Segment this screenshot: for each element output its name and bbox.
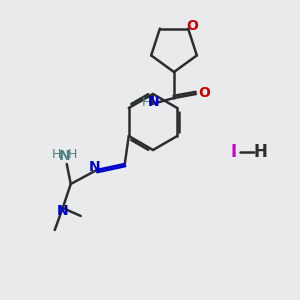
- Text: H: H: [68, 148, 77, 160]
- Text: O: O: [186, 19, 198, 33]
- Text: I: I: [231, 143, 237, 161]
- Text: N: N: [57, 204, 69, 218]
- Text: N: N: [89, 160, 100, 174]
- Text: N: N: [59, 149, 70, 163]
- Text: H: H: [253, 143, 267, 161]
- Text: N: N: [148, 95, 160, 109]
- Text: H: H: [141, 95, 151, 109]
- Text: O: O: [198, 86, 210, 100]
- Text: H: H: [52, 148, 62, 160]
